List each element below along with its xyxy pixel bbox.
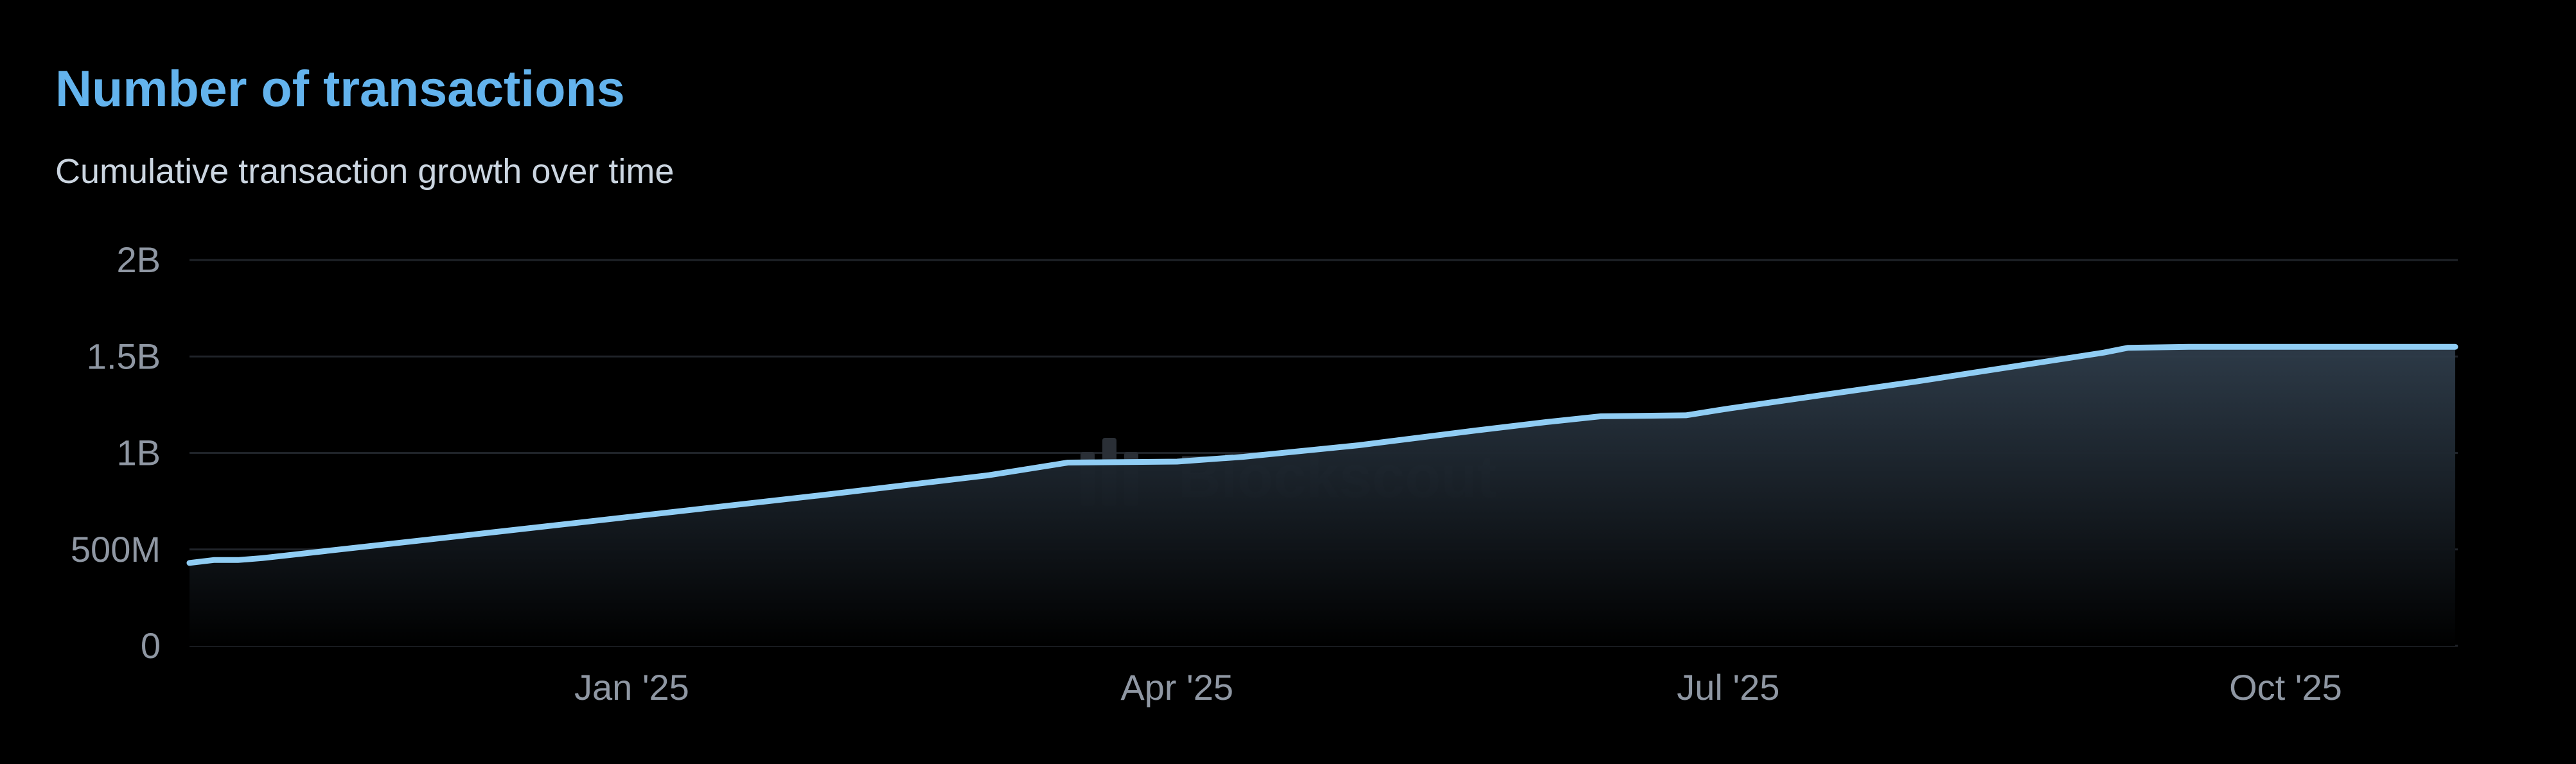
x-tick-label: Jan '25 [574, 667, 689, 708]
y-axis-ticks: 0 500M 1B 1.5B 2B [71, 239, 161, 666]
x-tick-label: Apr '25 [1120, 667, 1233, 708]
series-line[interactable] [186, 343, 2458, 566]
x-tick-label: Jul '25 [1677, 667, 1779, 708]
y-tick-label: 2B [117, 239, 161, 280]
y-tick-label: 1.5B [87, 336, 161, 376]
series-area [190, 347, 2455, 646]
y-tick-label: 500M [71, 529, 161, 569]
chart-subtitle: Cumulative transaction growth over time [55, 152, 675, 191]
y-tick-label: 1B [117, 433, 161, 473]
y-tick-label: 0 [141, 625, 161, 666]
x-tick-label: Oct '25 [2229, 667, 2342, 708]
x-axis-ticks: Jan '25 Apr '25 Jul '25 Oct '25 [574, 667, 2342, 708]
chart-title: Number of transactions [55, 60, 625, 117]
